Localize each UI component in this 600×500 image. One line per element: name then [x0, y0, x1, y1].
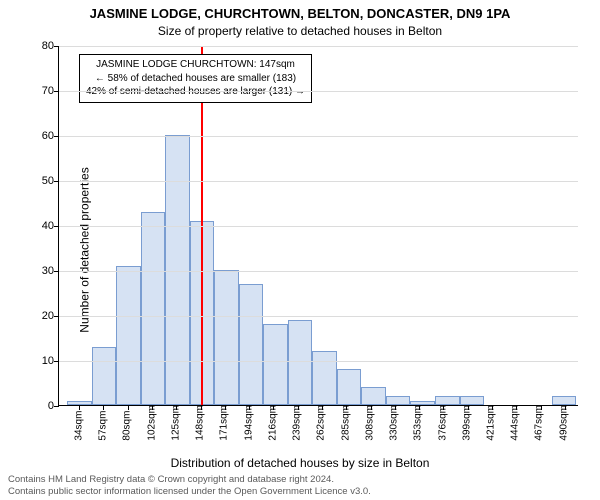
y-tick-mark	[54, 181, 59, 182]
footer-attribution: Contains HM Land Registry data © Crown c…	[8, 474, 371, 498]
x-tick-label: 399sqm	[461, 416, 472, 440]
x-tick-mark	[249, 405, 250, 410]
chart-container: JASMINE LODGE, CHURCHTOWN, BELTON, DONCA…	[0, 0, 600, 500]
histogram-bar	[263, 324, 288, 405]
histogram-bar	[239, 284, 264, 406]
gridline	[59, 181, 578, 182]
x-tick-mark	[371, 405, 372, 410]
x-tick-mark	[152, 405, 153, 410]
gridline	[59, 91, 578, 92]
x-tick-mark	[346, 405, 347, 410]
y-tick-label: 60	[42, 130, 54, 142]
x-tick-label: 330sqm	[389, 416, 400, 440]
annotation-line1: JASMINE LODGE CHURCHTOWN: 147sqm	[86, 58, 305, 72]
x-tick-mark	[565, 405, 566, 410]
y-tick-mark	[54, 46, 59, 47]
histogram-bar	[337, 369, 362, 405]
y-tick-mark	[54, 136, 59, 137]
x-tick-mark	[298, 405, 299, 410]
histogram-bar	[165, 135, 190, 405]
x-tick-mark	[516, 405, 517, 410]
x-tick-label: 262sqm	[316, 416, 327, 440]
x-tick-label: 34sqm	[74, 416, 85, 440]
footer-line1: Contains HM Land Registry data © Crown c…	[8, 474, 371, 486]
x-tick-label: 490sqm	[558, 416, 569, 440]
x-tick-label: 353sqm	[413, 416, 424, 440]
gridline	[59, 136, 578, 137]
x-tick-mark	[128, 405, 129, 410]
x-tick-mark	[273, 405, 274, 410]
histogram-bar	[361, 387, 386, 405]
gridline	[59, 271, 578, 272]
histogram-bar	[552, 396, 577, 405]
y-tick-label: 20	[42, 310, 54, 322]
x-tick-label: 194sqm	[243, 416, 254, 440]
histogram-bar	[386, 396, 411, 405]
x-axis-label: Distribution of detached houses by size …	[0, 456, 600, 470]
plot-area: 34sqm57sqm80sqm102sqm125sqm148sqm171sqm1…	[58, 46, 578, 406]
y-tick-label: 40	[42, 220, 54, 232]
x-tick-label: 57sqm	[98, 416, 109, 440]
x-tick-mark	[468, 405, 469, 410]
histogram-bar	[92, 347, 117, 406]
histogram-bar	[116, 266, 141, 406]
gridline	[59, 316, 578, 317]
x-tick-label: 376sqm	[437, 416, 448, 440]
x-tick-mark	[443, 405, 444, 410]
x-tick-label: 216sqm	[267, 416, 278, 440]
y-tick-mark	[54, 271, 59, 272]
histogram-bar	[214, 270, 239, 405]
x-tick-label: 102sqm	[146, 416, 157, 440]
y-tick-label: 10	[42, 355, 54, 367]
footer-line2: Contains public sector information licen…	[8, 486, 371, 498]
annotation-box: JASMINE LODGE CHURCHTOWN: 147sqm ← 58% o…	[79, 54, 312, 103]
x-tick-mark	[176, 405, 177, 410]
x-tick-mark	[201, 405, 202, 410]
y-tick-mark	[54, 226, 59, 227]
y-tick-mark	[54, 316, 59, 317]
x-tick-mark	[103, 405, 104, 410]
y-tick-label: 70	[42, 85, 54, 97]
x-tick-label: 239sqm	[292, 416, 303, 440]
y-tick-label: 50	[42, 175, 54, 187]
y-tick-mark	[54, 361, 59, 362]
chart-title-main: JASMINE LODGE, CHURCHTOWN, BELTON, DONCA…	[0, 6, 600, 21]
chart-title-sub: Size of property relative to detached ho…	[0, 24, 600, 38]
gridline	[59, 361, 578, 362]
x-tick-label: 308sqm	[364, 416, 375, 440]
x-tick-mark	[322, 405, 323, 410]
x-tick-label: 125sqm	[171, 416, 182, 440]
x-tick-label: 421sqm	[486, 416, 497, 440]
histogram-bar	[288, 320, 313, 406]
x-tick-mark	[395, 405, 396, 410]
gridline	[59, 226, 578, 227]
histogram-bar	[141, 212, 166, 406]
x-tick-mark	[79, 405, 80, 410]
x-tick-label: 285sqm	[340, 416, 351, 440]
histogram-bar	[312, 351, 337, 405]
histogram-bar	[435, 396, 460, 405]
x-tick-label: 148sqm	[195, 416, 206, 440]
x-tick-mark	[419, 405, 420, 410]
x-tick-label: 171sqm	[219, 416, 230, 440]
x-tick-mark	[225, 405, 226, 410]
x-tick-label: 444sqm	[510, 416, 521, 440]
x-tick-label: 80sqm	[122, 416, 133, 440]
x-tick-label: 467sqm	[534, 416, 545, 440]
y-tick-label: 80	[42, 40, 54, 52]
histogram-bar	[460, 396, 485, 405]
annotation-line2: ← 58% of detached houses are smaller (18…	[86, 72, 305, 86]
y-tick-mark	[54, 406, 59, 407]
x-tick-mark	[541, 405, 542, 410]
y-tick-label: 30	[42, 265, 54, 277]
gridline	[59, 46, 578, 47]
x-tick-mark	[492, 405, 493, 410]
y-tick-mark	[54, 91, 59, 92]
